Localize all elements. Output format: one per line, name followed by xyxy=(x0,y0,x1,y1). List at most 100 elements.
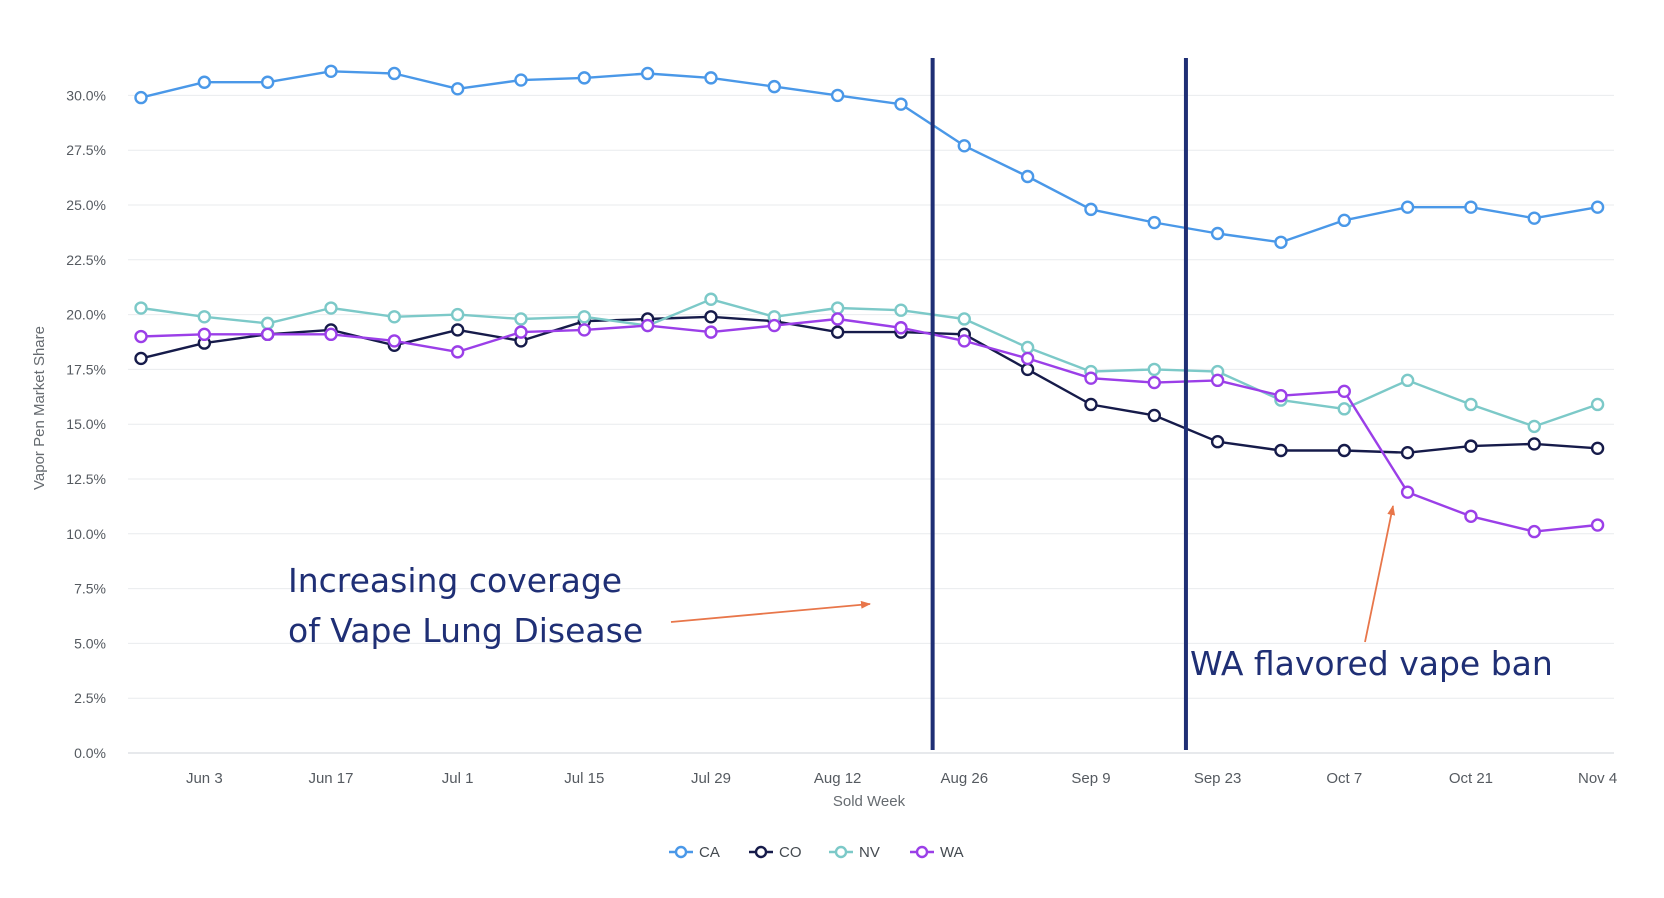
legend-item-ca[interactable]: CA xyxy=(669,844,720,861)
event-markers xyxy=(930,58,1188,750)
y-tick-label: 20.0% xyxy=(66,307,106,323)
data-point[interactable] xyxy=(894,303,908,317)
data-point[interactable] xyxy=(197,327,212,342)
data-point[interactable] xyxy=(957,334,971,348)
data-point[interactable] xyxy=(1527,437,1541,451)
x-tick-label: Aug 26 xyxy=(941,770,989,787)
data-point[interactable] xyxy=(830,88,845,103)
x-tick-label: Nov 4 xyxy=(1578,770,1617,787)
data-point[interactable] xyxy=(830,312,845,326)
data-point[interactable] xyxy=(1337,402,1351,416)
data-point[interactable] xyxy=(450,82,465,96)
data-point[interactable] xyxy=(1590,518,1605,532)
data-point[interactable] xyxy=(1020,362,1035,377)
data-point[interactable] xyxy=(260,327,275,342)
data-point[interactable] xyxy=(260,75,275,89)
data-point[interactable] xyxy=(957,312,971,326)
data-point[interactable] xyxy=(830,325,845,339)
data-point[interactable] xyxy=(324,301,338,315)
data-point[interactable] xyxy=(514,312,528,326)
data-point[interactable] xyxy=(767,318,781,333)
data-point[interactable] xyxy=(1337,443,1351,458)
x-tick-label: Aug 12 xyxy=(814,770,862,787)
data-point[interactable] xyxy=(450,345,465,359)
annotation-wa-ban: WA flavored vape ban xyxy=(1190,644,1553,683)
data-point[interactable] xyxy=(1147,375,1161,390)
data-point[interactable] xyxy=(134,329,148,344)
data-point[interactable] xyxy=(1400,485,1415,499)
data-point[interactable] xyxy=(577,71,592,85)
data-point[interactable] xyxy=(1590,441,1605,456)
data-point[interactable] xyxy=(830,301,845,315)
y-tick-label: 10.0% xyxy=(66,526,106,542)
data-point[interactable] xyxy=(387,66,402,81)
data-point[interactable] xyxy=(894,97,908,111)
x-tick-label: Sep 9 xyxy=(1071,770,1110,787)
data-point[interactable] xyxy=(1274,235,1288,249)
data-point[interactable] xyxy=(1210,226,1225,241)
data-point[interactable] xyxy=(324,64,338,78)
data-point[interactable] xyxy=(197,75,212,89)
data-point[interactable] xyxy=(260,316,275,331)
data-point[interactable] xyxy=(134,90,148,105)
data-point[interactable] xyxy=(1084,397,1098,412)
data-point[interactable] xyxy=(1020,351,1035,366)
data-point[interactable] xyxy=(1274,389,1288,403)
data-point[interactable] xyxy=(577,323,592,337)
data-point[interactable] xyxy=(514,325,528,339)
data-point[interactable] xyxy=(577,310,592,324)
data-point[interactable] xyxy=(957,139,971,153)
data-point[interactable] xyxy=(387,334,402,348)
data-point[interactable] xyxy=(1590,397,1605,412)
data-point[interactable] xyxy=(704,310,718,324)
data-point[interactable] xyxy=(1210,373,1225,388)
data-point[interactable] xyxy=(1464,439,1478,453)
data-point[interactable] xyxy=(704,71,718,85)
data-point[interactable] xyxy=(1464,200,1478,214)
data-point[interactable] xyxy=(640,66,655,81)
data-point[interactable] xyxy=(1337,213,1351,228)
data-point[interactable] xyxy=(1400,373,1415,388)
data-point[interactable] xyxy=(1337,384,1351,399)
data-point[interactable] xyxy=(1147,362,1161,377)
data-point[interactable] xyxy=(324,327,338,342)
data-point[interactable] xyxy=(894,321,908,335)
data-point[interactable] xyxy=(450,307,465,322)
x-tick-label: Jul 1 xyxy=(442,770,474,787)
data-point[interactable] xyxy=(450,323,465,337)
data-point[interactable] xyxy=(1464,509,1478,523)
legend-item-co[interactable]: CO xyxy=(749,844,802,861)
data-point[interactable] xyxy=(1527,524,1541,539)
data-point[interactable] xyxy=(1210,435,1225,449)
data-point[interactable] xyxy=(1400,445,1415,460)
legend-item-wa[interactable]: WA xyxy=(910,844,964,861)
data-point[interactable] xyxy=(387,310,402,324)
data-point[interactable] xyxy=(1084,202,1098,217)
data-point[interactable] xyxy=(1527,211,1541,225)
data-point[interactable] xyxy=(1147,408,1161,423)
data-point[interactable] xyxy=(1020,169,1035,184)
data-point[interactable] xyxy=(704,325,718,339)
data-point[interactable] xyxy=(1020,340,1035,355)
data-point[interactable] xyxy=(1590,200,1605,214)
data-point[interactable] xyxy=(640,318,655,333)
data-point[interactable] xyxy=(704,292,718,306)
legend-swatch-marker xyxy=(915,845,929,859)
data-point[interactable] xyxy=(1084,371,1098,385)
data-point[interactable] xyxy=(514,73,528,87)
data-point[interactable] xyxy=(197,310,212,324)
data-point[interactable] xyxy=(1527,419,1541,434)
data-point[interactable] xyxy=(1464,397,1478,412)
data-point[interactable] xyxy=(1400,200,1415,214)
data-point[interactable] xyxy=(1274,443,1288,458)
data-point[interactable] xyxy=(767,79,781,94)
x-tick-label: Oct 7 xyxy=(1326,770,1362,787)
data-point[interactable] xyxy=(134,301,148,315)
x-tick-label: Jun 3 xyxy=(186,770,223,787)
series-co xyxy=(134,310,1605,460)
data-point[interactable] xyxy=(134,351,148,366)
legend: CA CO NV WA xyxy=(669,844,964,861)
data-point[interactable] xyxy=(1147,215,1161,230)
legend-item-nv[interactable]: NV xyxy=(829,844,880,861)
